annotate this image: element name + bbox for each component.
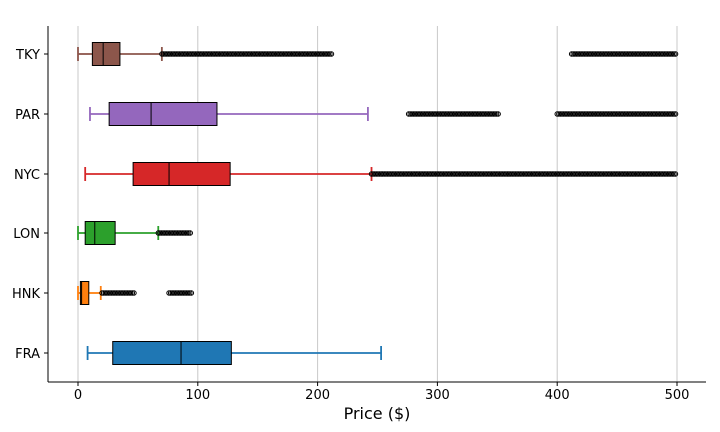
outlier-point: [671, 51, 677, 57]
outlier-point: [328, 51, 335, 57]
outliers-hnk-0: [99, 290, 137, 296]
y-tick-label-tky: TKY: [15, 48, 40, 63]
x-tick-label-300: 300: [425, 388, 450, 403]
box-rect-nyc: [132, 162, 231, 186]
outlier-point: [325, 51, 331, 57]
box-lon: [77, 221, 194, 245]
outliers-tky-0: [159, 51, 335, 57]
y-tick-label-fra: FRA: [15, 347, 40, 362]
outlier-point: [128, 290, 134, 296]
outlier-point: [672, 51, 679, 57]
y-tick-label-par: PAR: [15, 108, 40, 123]
outliers-par-0: [405, 111, 501, 117]
box-rect-hnk: [79, 281, 90, 305]
outlier-point: [185, 290, 191, 296]
outlier-point: [669, 111, 676, 117]
outliers-lon-0: [155, 230, 194, 236]
box-rect-fra: [112, 341, 232, 365]
x-ticks: 0 100 200 300 400 500: [74, 382, 690, 403]
outliers-nyc-0: [368, 171, 679, 177]
outlier-point: [187, 230, 194, 236]
outlier-point: [669, 171, 675, 177]
y-tick-label-hnk: HNK: [12, 287, 41, 302]
outlier-point: [671, 171, 677, 177]
outlier-point: [129, 290, 136, 296]
outlier-point: [672, 111, 679, 117]
outlier-point: [186, 230, 192, 236]
grid-lines: [77, 26, 678, 382]
box-tky: [77, 42, 679, 66]
box-nyc: [84, 162, 679, 186]
x-tick-label-100: 100: [185, 388, 210, 403]
outlier-point: [493, 111, 500, 117]
outlier-point: [188, 290, 195, 296]
box-par: [89, 102, 679, 126]
outlier-point: [672, 171, 679, 177]
y-ticks: FRA HNK LON NYC PAR TKY: [12, 48, 48, 362]
outlier-point: [184, 230, 190, 236]
outlier-point: [187, 290, 193, 296]
box-hnk: [77, 281, 195, 305]
x-tick-label-0: 0: [74, 388, 82, 403]
y-tick-label-nyc: NYC: [14, 168, 40, 183]
outlier-point: [327, 51, 333, 57]
x-tick-label-200: 200: [305, 388, 330, 403]
box-series: [77, 42, 679, 365]
x-tick-label-500: 500: [665, 388, 690, 403]
outlier-point: [492, 111, 498, 117]
outliers-tky-1: [568, 51, 679, 57]
x-axis-label: Price ($): [344, 404, 411, 423]
outlier-point: [671, 111, 677, 117]
outliers-hnk-1: [166, 290, 195, 296]
box-rect-lon: [84, 221, 116, 245]
box-rect-par: [108, 102, 218, 126]
outlier-point: [495, 111, 501, 117]
x-tick-label-400: 400: [545, 388, 570, 403]
y-tick-label-lon: LON: [13, 227, 40, 242]
outlier-point: [669, 51, 676, 57]
box-rect-tky: [91, 42, 121, 66]
outlier-point: [131, 290, 137, 296]
axes: [47, 26, 706, 383]
outliers-par-1: [554, 111, 679, 117]
box-fra: [86, 341, 382, 365]
